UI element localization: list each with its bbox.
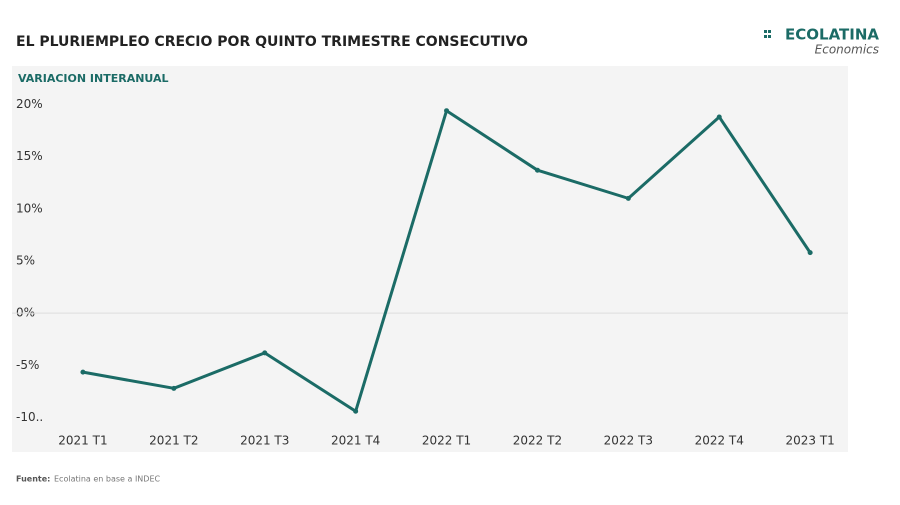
chart-subtitle: VARIACION INTERANUAL — [18, 72, 169, 85]
brand-sub: Economics — [815, 43, 879, 57]
source-label: Fuente: — [16, 475, 50, 484]
x-tick-label: 2023 T1 — [785, 434, 834, 448]
x-tick-label: 2022 T1 — [422, 434, 471, 448]
point — [625, 195, 631, 201]
x-tick-label: 2022 T3 — [604, 434, 653, 448]
chart-title: EL PLURIEMPLEO CRECIO POR QUINTO TRIMEST… — [16, 34, 528, 50]
source: Ecolatina en base a INDEC — [54, 475, 161, 484]
y-tick-label: 15% — [16, 149, 43, 163]
x-tick-label: 2021 T3 — [240, 434, 289, 448]
point — [534, 167, 540, 173]
point — [444, 108, 450, 114]
point — [716, 114, 722, 120]
plot-background — [12, 66, 848, 452]
point — [262, 350, 268, 356]
y-tick-label: -5% — [16, 358, 39, 372]
x-tick-label: 2021 T1 — [58, 434, 107, 448]
point — [353, 408, 359, 414]
y-tick-label: 10% — [16, 201, 43, 215]
point — [807, 250, 813, 256]
brand: ECOLATINA — [785, 26, 879, 44]
y-tick-label: 20% — [16, 97, 43, 111]
point — [80, 369, 86, 375]
point — [171, 385, 177, 391]
y-tick-label: 5% — [16, 253, 35, 267]
logo-icon — [764, 30, 771, 38]
x-tick-label: 2021 T4 — [331, 434, 380, 448]
x-tick-label: 2021 T2 — [149, 434, 198, 448]
x-tick-label: 2022 T4 — [695, 434, 744, 448]
x-tick-label: 2022 T2 — [513, 434, 562, 448]
y-tick-label: -10.. — [16, 410, 43, 424]
